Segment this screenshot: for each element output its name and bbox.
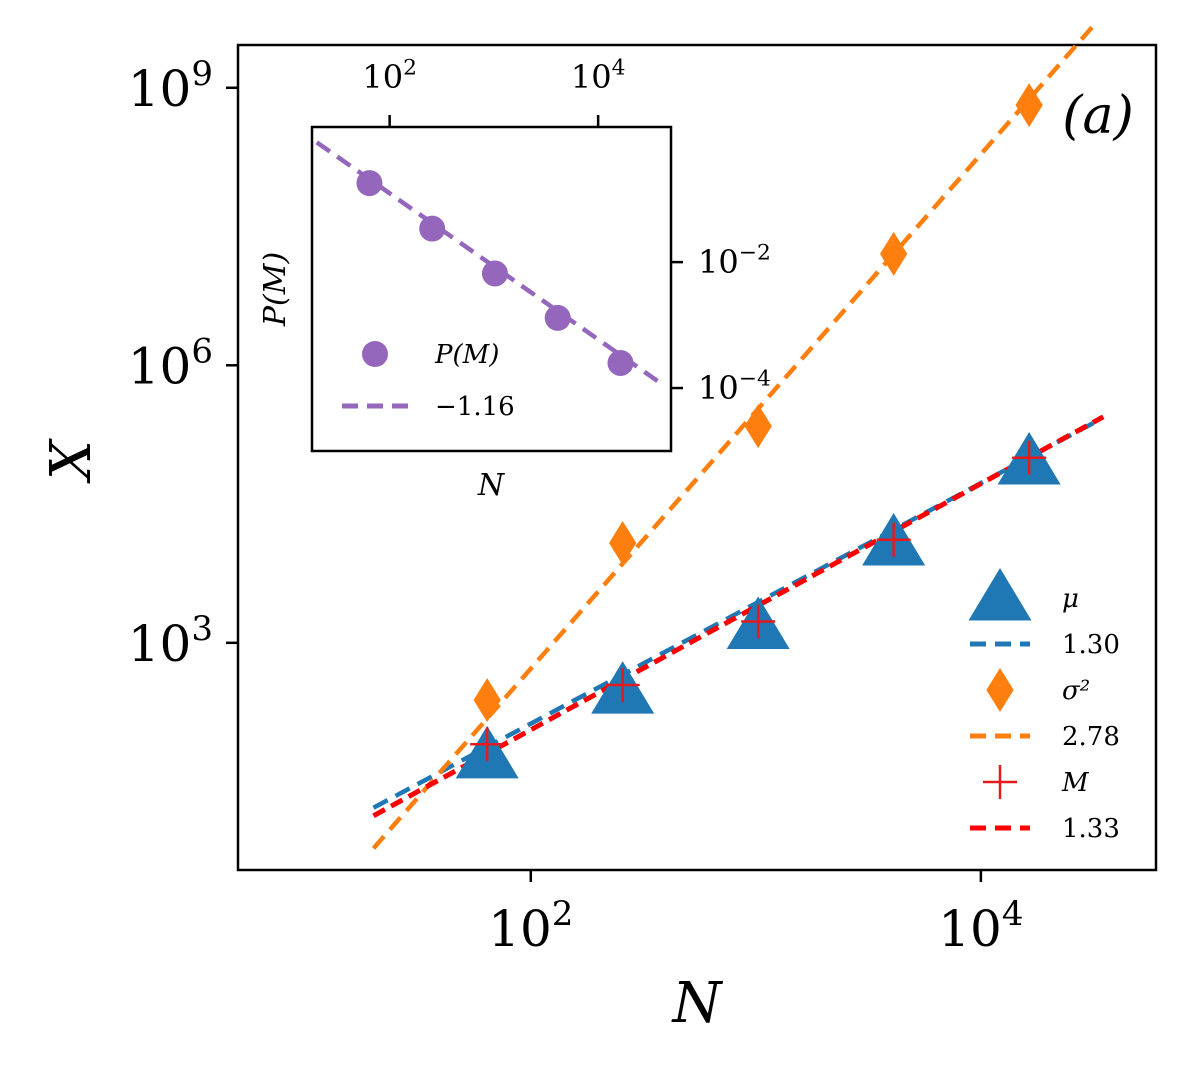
inset-point-4 bbox=[607, 349, 634, 376]
inset-point-2 bbox=[481, 260, 508, 287]
x-tick-label-1-base: 10 bbox=[938, 900, 1002, 958]
y-tick-label-2: 109 bbox=[128, 54, 213, 118]
x-tick-label-0: 102 bbox=[488, 894, 573, 958]
y-tick-label-1: 106 bbox=[128, 331, 213, 395]
series-1-point-4 bbox=[1015, 83, 1043, 128]
inset-data-markers bbox=[356, 170, 634, 376]
legend-label-4: M bbox=[1061, 768, 1090, 798]
y-tick-label-0: 103 bbox=[128, 609, 213, 673]
inset-x-tick-label-1-base: 10 bbox=[571, 58, 612, 96]
inset-x-tick-label-1-exponent: 4 bbox=[612, 56, 626, 81]
x-tick-label-1-exponent: 4 bbox=[1002, 894, 1024, 934]
legend-label-1: 1.30 bbox=[1062, 630, 1120, 660]
series-1-point-3 bbox=[880, 231, 908, 276]
series-2-point-4 bbox=[1012, 440, 1047, 475]
x-tick-label-1: 104 bbox=[938, 894, 1023, 958]
y-tick-label-0-exponent: 3 bbox=[191, 609, 213, 649]
inset-x-tick-label-0-base: 10 bbox=[362, 58, 403, 96]
inset-y-tick-label-0-base: 10 bbox=[698, 243, 739, 281]
inset-point-3 bbox=[544, 304, 571, 331]
series-2-point-0 bbox=[470, 727, 505, 762]
legend-label-0: μ bbox=[1062, 584, 1079, 614]
x-tick-label-0-exponent: 2 bbox=[552, 894, 574, 934]
series-1-point-2 bbox=[744, 404, 772, 449]
legend-marker-4 bbox=[983, 765, 1017, 799]
series-1-point-1 bbox=[609, 520, 637, 565]
main-data-markers bbox=[455, 83, 1061, 779]
panel-label: (a) bbox=[1062, 86, 1134, 146]
inset-x-tick-label-1: 104 bbox=[571, 56, 626, 96]
inset-y-tick-label-1-base: 10 bbox=[698, 369, 739, 407]
main-plot-frame bbox=[236, 43, 1158, 872]
main-y-axis-label: X bbox=[39, 438, 104, 484]
series-2-point-2 bbox=[741, 604, 776, 639]
y-tick-label-2-exponent: 9 bbox=[191, 54, 213, 94]
inset-y-tick-label-1: 10−4 bbox=[698, 367, 771, 407]
series-2-point-1 bbox=[605, 667, 640, 702]
main-x-axis-label: N bbox=[671, 971, 724, 1036]
main-legend: μ 1.30 σ² 2.78 M 1.33 bbox=[968, 568, 1120, 844]
inset-point-0 bbox=[356, 170, 383, 197]
y-tick-label-2-base: 10 bbox=[128, 60, 192, 118]
legend-label-5: 1.33 bbox=[1062, 814, 1120, 844]
inset-point-1 bbox=[419, 215, 446, 242]
legend-marker-0 bbox=[968, 568, 1032, 621]
inset-x-tick-label-0-exponent: 2 bbox=[403, 56, 417, 81]
inset-x-tick-label-0: 102 bbox=[362, 56, 417, 96]
inset-y-tick-label-0: 10−2 bbox=[698, 241, 771, 281]
y-tick-label-1-base: 10 bbox=[128, 337, 192, 395]
inset-legend: P(M) −1.16 bbox=[342, 340, 515, 422]
inset-y-tick-label-1-exponent: −4 bbox=[739, 367, 771, 392]
x-tick-label-0-base: 10 bbox=[488, 900, 552, 958]
inset-legend-label-1: −1.16 bbox=[435, 392, 515, 422]
inset-y-tick-label-0-exponent: −2 bbox=[739, 241, 771, 266]
inset-legend-label-0: P(M) bbox=[434, 340, 499, 370]
y-tick-label-1-exponent: 6 bbox=[191, 331, 213, 371]
y-tick-label-0-base: 10 bbox=[128, 615, 192, 673]
inset-legend-marker-0 bbox=[362, 341, 388, 367]
series-2-point-3 bbox=[876, 522, 911, 557]
inset-x-axis-label: N bbox=[477, 468, 506, 503]
legend-marker-2 bbox=[986, 668, 1014, 712]
series-1-point-0 bbox=[473, 678, 501, 723]
inset-y-axis-label: P(M) bbox=[258, 252, 293, 327]
legend-label-3: 2.78 bbox=[1062, 722, 1120, 752]
legend-label-2: σ² bbox=[1062, 676, 1090, 706]
